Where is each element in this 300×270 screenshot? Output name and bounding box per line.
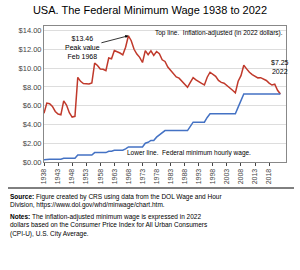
svg-text:1948: 1948 — [68, 169, 75, 185]
svg-text:2003: 2003 — [223, 169, 230, 185]
svg-text:2018: 2018 — [265, 169, 272, 185]
svg-text:Source: Figure created by CRS: Source: Figure created by CRS using data… — [10, 193, 222, 209]
svg-text:$6.00: $6.00 — [23, 101, 42, 110]
svg-text:1953: 1953 — [82, 169, 89, 185]
svg-text:Lower line. Federal minimum h: Lower line. Federal minimum hourly wage. — [127, 149, 251, 157]
svg-text:1938: 1938 — [40, 169, 47, 185]
svg-text:1943: 1943 — [54, 169, 61, 185]
svg-text:$14.00: $14.00 — [19, 26, 42, 35]
svg-text:1958: 1958 — [97, 169, 104, 185]
svg-text:USA. The Federal Minimum Wage: USA. The Federal Minimum Wage 1938 to 20… — [33, 4, 267, 16]
svg-text:Top line. Inflation-adjusted: Top line. Inflation-adjusted (in 2022 do… — [155, 29, 283, 37]
svg-text:$0.00: $0.00 — [23, 158, 42, 167]
svg-text:1978: 1978 — [153, 169, 160, 185]
svg-text:$7.252022: $7.252022 — [271, 59, 289, 75]
svg-text:1988: 1988 — [181, 169, 188, 185]
svg-text:1963: 1963 — [111, 169, 118, 185]
svg-text:1993: 1993 — [195, 169, 202, 185]
svg-text:$8.00: $8.00 — [23, 83, 42, 92]
svg-text:1983: 1983 — [167, 169, 174, 185]
svg-text:$13.46Peak valueFeb 1968: $13.46Peak valueFeb 1968 — [65, 35, 100, 60]
svg-text:1973: 1973 — [139, 169, 146, 185]
svg-text:1998: 1998 — [209, 169, 216, 185]
svg-text:$2.00: $2.00 — [23, 139, 42, 148]
svg-text:$4.00: $4.00 — [23, 120, 42, 129]
svg-text:2008: 2008 — [237, 169, 244, 185]
svg-text:Notes: The inflation-adjusted: Notes: The inflation-adjusted minimum wa… — [10, 213, 208, 238]
svg-text:2013: 2013 — [251, 169, 258, 185]
svg-text:$10.00: $10.00 — [19, 64, 42, 73]
svg-text:$12.00: $12.00 — [19, 45, 42, 54]
svg-text:1968: 1968 — [125, 169, 132, 185]
